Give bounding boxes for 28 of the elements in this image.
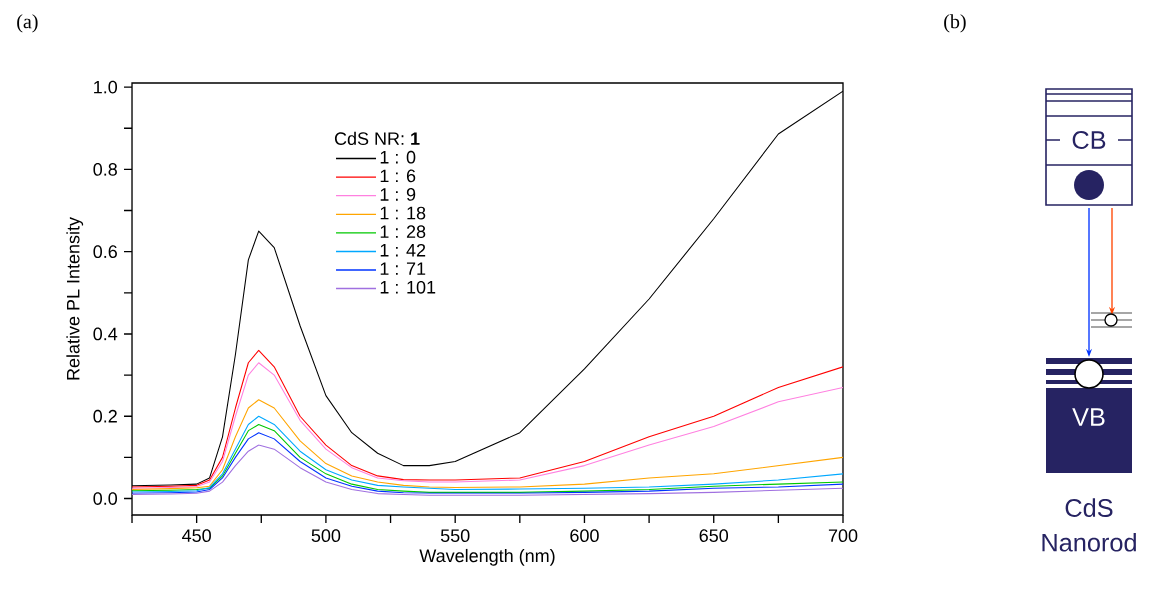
legend-label: 1 : 42 [380, 243, 426, 257]
text: VB [1072, 408, 1105, 426]
text: CB [1072, 131, 1106, 149]
chart-title: (a) [17, 14, 38, 33]
legend-label: 1 : 28 [380, 225, 426, 239]
y-axis-title: Relative PL Intensity [66, 217, 84, 380]
y-tick-label: 1.0 [94, 80, 118, 94]
x-tick-label: 450 [182, 529, 211, 542]
x-tick-label: 650 [699, 529, 729, 542]
legend-label: 1 : 71 [380, 262, 426, 275]
legend-label: 1 : 9 [380, 188, 416, 201]
y-tick-label: 0.2 [93, 409, 117, 423]
y-tick-label: 0.8 [93, 163, 117, 176]
legend-label: 1 : 0 [380, 150, 416, 164]
legend-label: 1 : 6 [380, 169, 416, 183]
text: (b) [944, 14, 966, 33]
legend-title: CdS NR: 1 [334, 131, 420, 145]
y-tick-label: 0.6 [93, 245, 117, 259]
legend-label: 1 : 18 [380, 206, 426, 220]
legend-label: 1 : 101 [380, 280, 436, 294]
x-tick-label: 550 [440, 529, 470, 542]
text: CdS Nanorod [1042, 498, 1136, 552]
y-tick-label: 0.0 [93, 492, 118, 505]
y-tick-label: 0.4 [93, 327, 118, 341]
x-tick-label: 600 [570, 529, 599, 542]
x-tick-label: 700 [828, 529, 858, 542]
x-tick-label: 500 [311, 529, 341, 542]
x-axis-title: Wavelength (nm) [419, 548, 555, 566]
